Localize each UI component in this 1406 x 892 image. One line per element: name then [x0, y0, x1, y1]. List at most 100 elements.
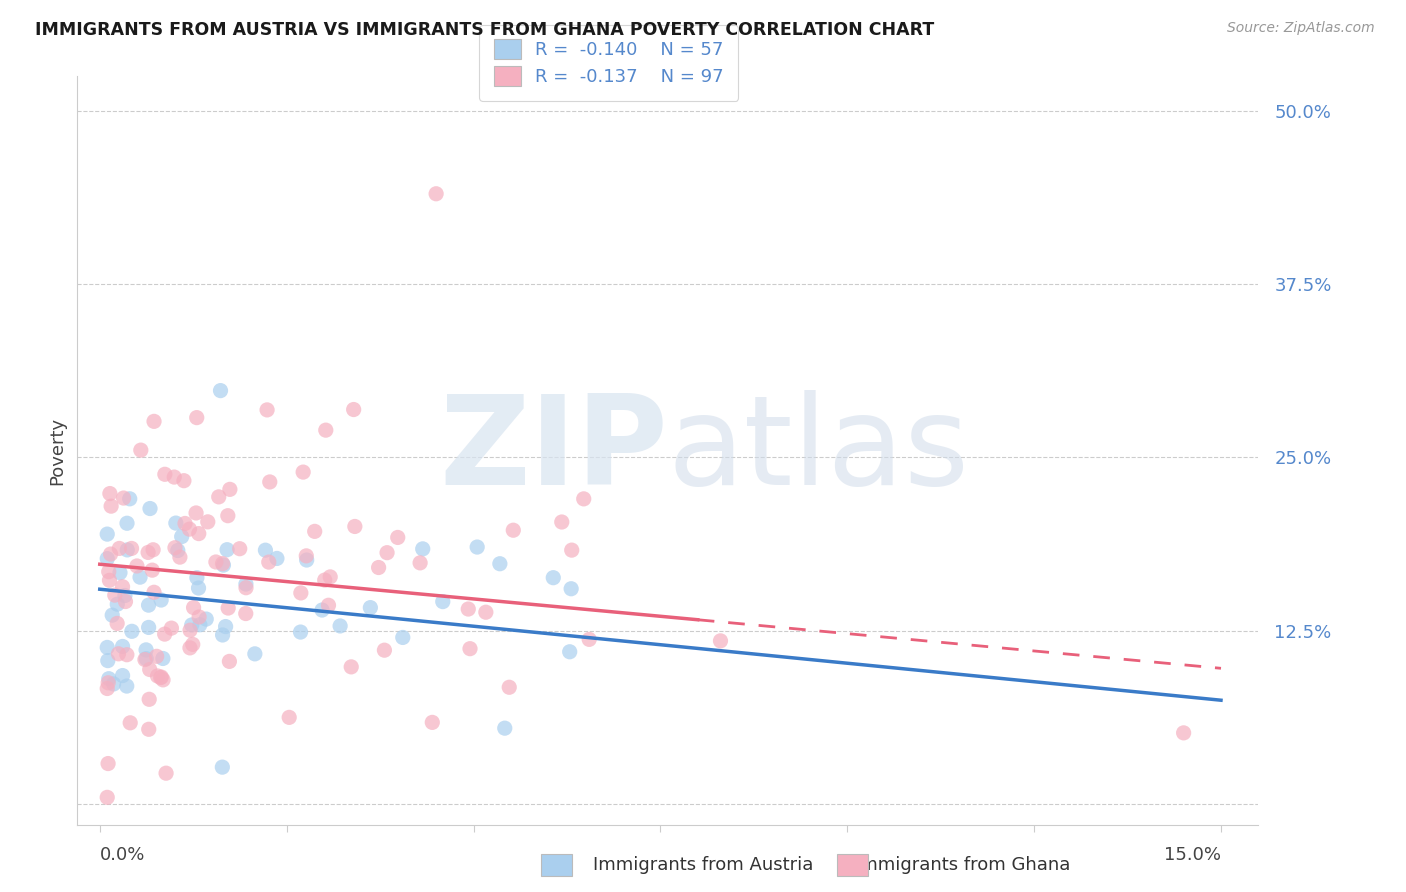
Point: [120, 715, 142, 730]
Point: [180, 618, 202, 632]
Point: [494, 721, 516, 735]
Point: [572, 491, 595, 506]
Point: [211, 557, 233, 571]
Point: [278, 710, 301, 724]
Point: [465, 540, 488, 554]
Point: [489, 557, 512, 571]
Point: [259, 475, 281, 489]
Point: [163, 470, 186, 484]
Point: [188, 610, 211, 624]
Point: [498, 680, 520, 694]
Point: [235, 581, 257, 595]
Point: [155, 766, 177, 780]
Point: [115, 516, 138, 531]
Point: [186, 410, 208, 425]
Point: [304, 524, 326, 539]
Point: [315, 423, 337, 437]
Point: [184, 506, 207, 520]
Legend: R =  -0.140    N = 57, R =  -0.137    N = 97: R = -0.140 N = 57, R = -0.137 N = 97: [479, 25, 738, 101]
Point: [205, 555, 228, 569]
Point: [502, 523, 524, 537]
Point: [457, 602, 479, 616]
Point: [138, 598, 160, 612]
Point: [432, 594, 454, 608]
Point: [412, 541, 434, 556]
Point: [121, 624, 143, 639]
Point: [96, 640, 118, 655]
Point: [97, 672, 120, 686]
Point: [314, 573, 336, 587]
Point: [1173, 726, 1195, 740]
Point: [143, 414, 166, 428]
Point: [141, 563, 163, 577]
Point: [217, 542, 239, 557]
Point: [143, 585, 166, 599]
Point: [319, 570, 342, 584]
Point: [150, 593, 173, 607]
Point: [114, 589, 136, 603]
Point: [115, 679, 138, 693]
Point: [228, 541, 250, 556]
Point: [188, 617, 211, 632]
Point: [135, 651, 157, 665]
Point: [97, 756, 120, 771]
Point: [125, 559, 148, 574]
Point: [97, 675, 120, 690]
Point: [145, 649, 167, 664]
Point: [152, 651, 174, 665]
Point: [375, 546, 398, 560]
Point: [209, 384, 232, 398]
Point: [475, 605, 498, 619]
Point: [181, 637, 204, 651]
Point: [97, 654, 120, 668]
Point: [266, 551, 288, 566]
Point: [135, 643, 157, 657]
Point: [138, 723, 160, 737]
Point: [208, 490, 231, 504]
Point: [108, 541, 131, 556]
Point: [343, 519, 366, 533]
Point: [118, 491, 141, 506]
Point: [96, 790, 118, 805]
Point: [129, 570, 152, 584]
Point: [214, 619, 236, 633]
Point: [115, 648, 138, 662]
Point: [160, 621, 183, 635]
Point: [295, 553, 318, 567]
Point: [150, 670, 173, 684]
Point: [107, 647, 129, 661]
Point: [142, 542, 165, 557]
Point: [195, 612, 218, 626]
Point: [558, 645, 581, 659]
Text: Source: ZipAtlas.com: Source: ZipAtlas.com: [1227, 21, 1375, 35]
Point: [340, 660, 363, 674]
Point: [311, 603, 333, 617]
Point: [149, 671, 172, 685]
Point: [108, 566, 131, 580]
Point: [373, 643, 395, 657]
Point: [217, 601, 239, 615]
Point: [561, 543, 583, 558]
Point: [179, 640, 201, 655]
Point: [105, 597, 128, 611]
Point: [163, 541, 186, 555]
Point: [187, 526, 209, 541]
Point: [425, 186, 447, 201]
Point: [197, 515, 219, 529]
Point: [111, 668, 134, 682]
Point: [179, 522, 201, 536]
Point: [257, 555, 280, 569]
Point: [211, 628, 233, 642]
Point: [139, 501, 162, 516]
Point: [101, 608, 124, 623]
Point: [129, 443, 152, 458]
Point: [256, 403, 278, 417]
Point: [166, 543, 188, 558]
Point: [179, 624, 201, 638]
Point: [173, 474, 195, 488]
Text: 0.0%: 0.0%: [100, 846, 145, 864]
Point: [103, 677, 125, 691]
Point: [186, 571, 208, 585]
Point: [292, 465, 315, 479]
Point: [211, 760, 233, 774]
